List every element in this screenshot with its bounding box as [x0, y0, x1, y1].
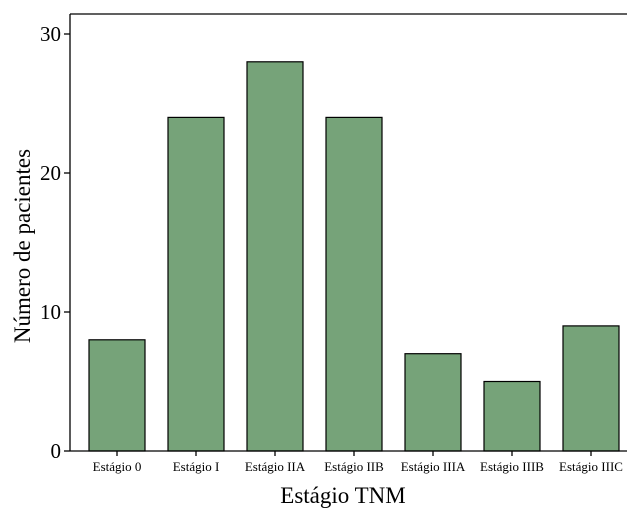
- bar-5: [483, 380, 541, 452]
- x-tick-label: Estágio IIIA: [401, 459, 466, 474]
- bar-4: [404, 353, 462, 452]
- bar-2: [246, 61, 304, 452]
- x-tick-label: Estágio IIIC: [559, 459, 623, 474]
- y-tick-label: 20: [40, 161, 61, 185]
- x-tick-label: Estágio I: [173, 459, 220, 474]
- bars: [88, 61, 620, 452]
- bar-3: [325, 116, 383, 452]
- x-ticks: Estágio 0 Estágio I Estágio IIA Estágio IIB…: [93, 451, 623, 474]
- x-tick-label: Estágio IIIB: [480, 459, 544, 474]
- axes: [69, 13, 627, 452]
- y-tick-label: 0: [51, 439, 62, 463]
- bar-6: [562, 325, 620, 452]
- y-tick-label: 30: [40, 22, 61, 46]
- x-tick-label: Estágio 0: [93, 459, 142, 474]
- bar-1: [167, 116, 225, 452]
- x-axis-title: Estágio TNM: [280, 483, 405, 508]
- x-tick-label: Estágio IIA: [245, 459, 306, 474]
- y-ticks: 0 10 20 30: [40, 22, 70, 463]
- x-tick-label: Estágio IIB: [324, 459, 384, 474]
- y-tick-label: 10: [40, 300, 61, 324]
- bar-0: [88, 339, 146, 452]
- y-axis-title: Número de pacientes: [10, 149, 35, 343]
